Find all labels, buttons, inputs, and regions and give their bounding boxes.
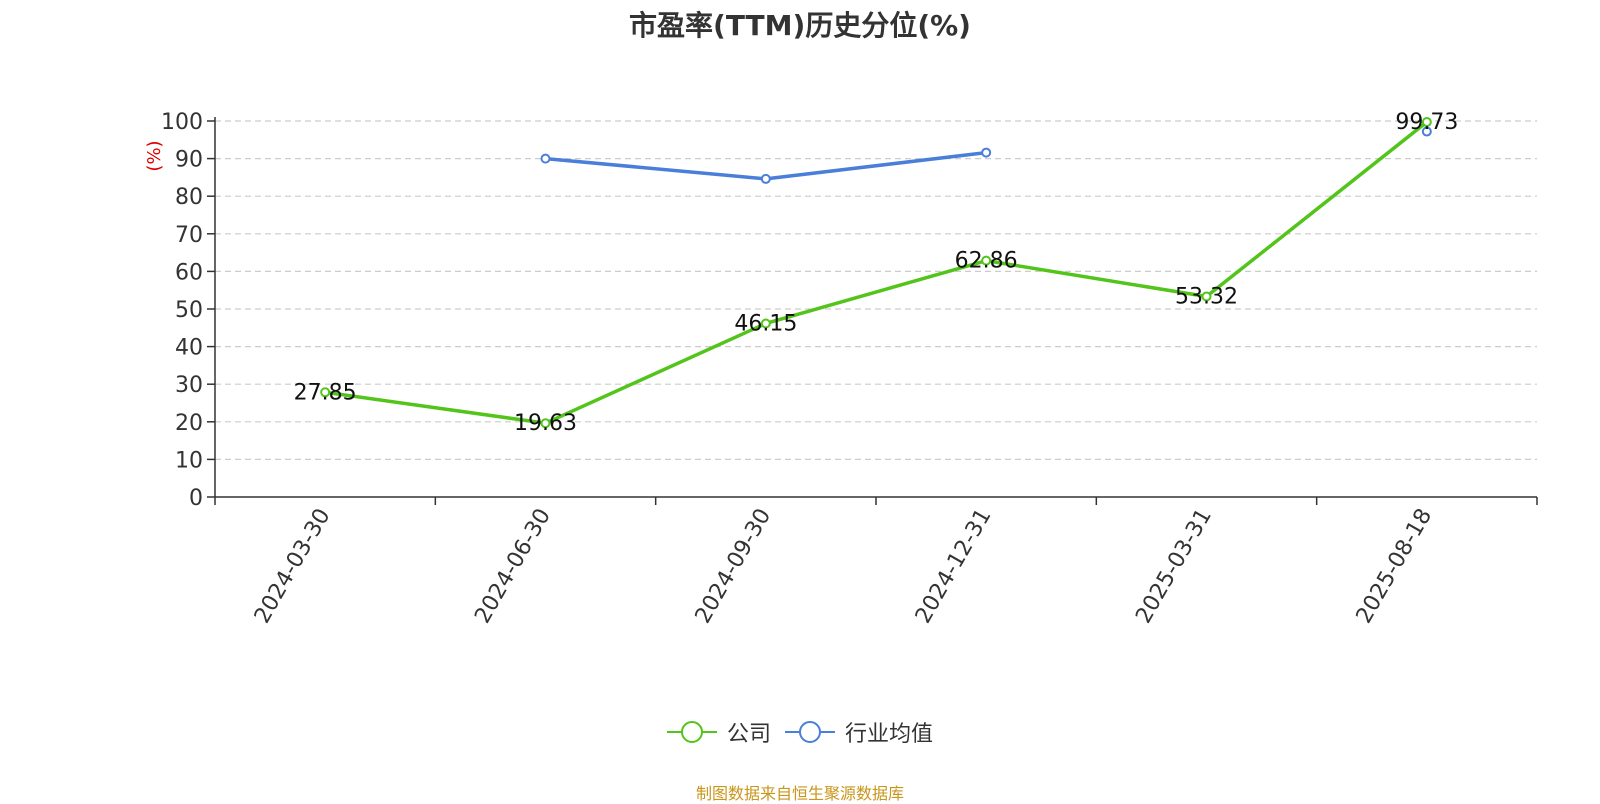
y-tick-label: 70 (175, 223, 203, 248)
x-tick-label: 2024-06-30 (470, 505, 556, 628)
x-tick-label: 2025-08-18 (1352, 505, 1438, 628)
legend-line-icon (666, 721, 717, 743)
series (320, 117, 1432, 429)
source-note: 制图数据来自恒生聚源数据库 (695, 784, 904, 803)
y-tick-label: 90 (175, 148, 203, 173)
y-tick-label: 60 (175, 260, 203, 285)
y-tick-label: 20 (175, 411, 203, 436)
data-point (1421, 126, 1432, 137)
chart-title: 市盈率(TTM)历史分位(%) (629, 9, 971, 42)
legend-label-company: 公司 (726, 722, 771, 747)
y-tick-label: 80 (175, 185, 203, 210)
y-tick-label: 40 (175, 336, 203, 361)
legend-item-company[interactable]: 公司 (666, 716, 771, 748)
legend-label-industry: 行业均值 (845, 722, 934, 747)
legend-item-industry[interactable]: 行业均值 (785, 716, 933, 748)
y-tick-label: 0 (189, 486, 203, 511)
data-point (540, 418, 551, 429)
data-point (1201, 291, 1212, 302)
data-point (760, 173, 771, 184)
x-tick-label: 2025-03-31 (1131, 505, 1217, 628)
series-1 (540, 126, 1432, 184)
data-label: 62.86 (955, 249, 1018, 274)
series-0 (320, 117, 1432, 429)
axes: 0 10 20 30 40 50 60 70 80 90 100 2024-03-30 2024-06-… (161, 110, 1538, 628)
legend: 公司 行业均值 (0, 716, 1600, 748)
data-label: 53.32 (1175, 285, 1238, 310)
grid-lines (215, 120, 1537, 460)
data-point (320, 387, 331, 398)
y-tick-label: 10 (175, 448, 203, 473)
data-point (981, 147, 992, 158)
data-label: 27.85 (294, 380, 357, 405)
x-tick-label: 2024-12-31 (911, 505, 997, 628)
data-label: 19.63 (514, 411, 577, 436)
x-tick-label: 2024-03-30 (250, 505, 336, 628)
data-point (981, 255, 992, 266)
y-tick-label: 50 (175, 298, 203, 323)
data-point (540, 153, 551, 164)
data-labels: 27.85 19.63 46.15 62.86 53.32 99.73 (294, 110, 1459, 436)
data-point (760, 318, 771, 329)
data-label: 46.15 (734, 311, 797, 336)
data-label: 99.73 (1395, 110, 1458, 135)
series-line (324, 120, 1428, 425)
legend-line-icon (785, 721, 835, 743)
data-point (1421, 117, 1432, 128)
y-tick-label: 100 (161, 110, 203, 135)
y-axis-label: (%) (144, 140, 165, 171)
y-tick-label: 30 (175, 373, 203, 398)
x-tick-label: 2024-09-30 (691, 505, 777, 628)
